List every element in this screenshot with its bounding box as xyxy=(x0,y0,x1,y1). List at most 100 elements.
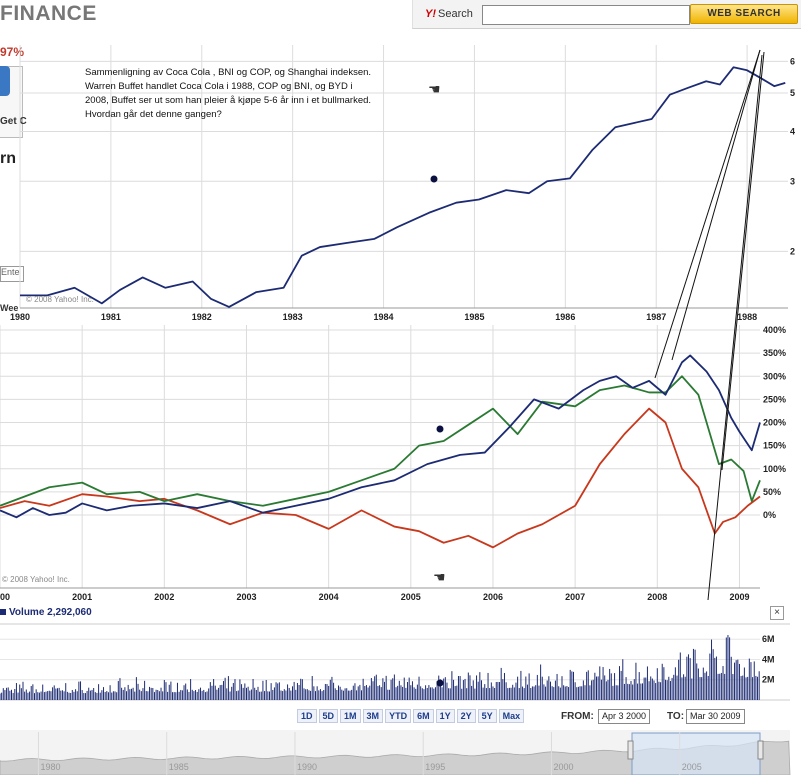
annotation-line xyxy=(671,49,761,361)
navigator-left-handle[interactable] xyxy=(627,740,634,760)
chart-2000-2009: 2000 2001 2002 2003 2004 2005 2006 2007 2008 2009… xyxy=(0,325,786,602)
volume-y-tick-label: 2M xyxy=(762,675,775,685)
chart1-x-tick-label: 1982 xyxy=(192,312,212,322)
zoom-1y-button[interactable]: 1Y xyxy=(435,709,455,723)
chart2-y-tick-label: 50% xyxy=(763,487,781,497)
chart2-y-tick-label: 350% xyxy=(763,348,786,358)
get-quote-button[interactable]: Get C xyxy=(0,116,27,127)
yahoo-y-icon: Y! xyxy=(425,8,436,20)
volume-title: Volume xyxy=(9,607,45,618)
web-search-button[interactable]: WEB SEARCH xyxy=(690,4,798,24)
zoom-ytd-button[interactable]: YTD xyxy=(385,709,412,723)
chart1-x-tick-label: 1987 xyxy=(646,312,666,322)
chart1-y-tick-label: 6 xyxy=(790,56,795,66)
chart2-series-green xyxy=(0,375,761,507)
chart1-y-tick-label: 2 xyxy=(790,246,795,256)
zoom-6m-button[interactable]: 6M xyxy=(413,709,434,723)
date-navigator[interactable]: 1980 1985 1990 1995 2000 2005 xyxy=(0,730,791,775)
chart2-x-tick-label: 2003 xyxy=(236,592,256,602)
marker-dot xyxy=(430,175,438,183)
chart2-copyright: © 2008 Yahoo! Inc. xyxy=(2,575,70,584)
chart2-y-tick-label: 200% xyxy=(763,418,786,428)
chart1-y-tick-label: 5 xyxy=(790,88,795,98)
annotation-comment: Sammenligning av Coca Cola , BNI og COP,… xyxy=(85,67,372,120)
change-percent: 97% xyxy=(0,45,25,59)
navigator-x-tick-label: 2005 xyxy=(682,762,702,772)
chart2-x-tick-label: 2005 xyxy=(401,592,421,602)
hand-cursor-icon: ☚ xyxy=(433,569,446,585)
chart1-y-tick-label: 4 xyxy=(790,127,795,137)
chart2-y-tick-label: 400% xyxy=(763,325,786,335)
chart2-x-tick-label: 2000 xyxy=(0,592,10,602)
chart1-x-tick-label: 1980 xyxy=(10,312,30,322)
chart1-x-tick-label: 1986 xyxy=(555,312,575,322)
enter-symbol-input[interactable]: Ente xyxy=(0,266,24,282)
volume-chart: 6M 4M 2M xyxy=(0,623,790,701)
chart2-x-tick-label: 2004 xyxy=(319,592,339,602)
chart1-copyright: © 2008 Yahoo! Inc. xyxy=(26,295,94,304)
yahoo-search-logo: Y! Search xyxy=(425,8,473,20)
side-tab[interactable] xyxy=(0,66,10,96)
annotation-line xyxy=(721,51,765,471)
zoom-1m-button[interactable]: 1M xyxy=(340,709,361,723)
from-date-input[interactable]: Apr 3 2000 xyxy=(598,709,651,724)
volume-gridlines xyxy=(0,638,760,681)
chart2-x-tick-label: 2001 xyxy=(72,592,92,602)
chart1-x-ticks: 1980 1981 1982 1983 1984 1985 1986 1987 1988 xyxy=(10,312,757,322)
search-input[interactable] xyxy=(482,5,690,25)
chart2-y-tick-label: 0% xyxy=(763,510,776,520)
zoom-max-button[interactable]: Max xyxy=(498,709,525,723)
hand-cursor-icon: ☚ xyxy=(428,81,441,97)
chart2-series xyxy=(0,354,761,549)
volume-label: Volume 2,292,060 xyxy=(0,607,92,618)
navigator-x-tick-label: 1980 xyxy=(40,762,60,772)
navigator-right-handle[interactable] xyxy=(757,740,764,760)
chart-1980-1988: 1980 1981 1982 1983 1984 1985 1986 1987 1988 6 5 4… xyxy=(10,45,795,322)
zoom-2y-button[interactable]: 2Y xyxy=(456,709,476,723)
chart1-gridlines xyxy=(19,45,788,308)
chart2-gridlines xyxy=(0,325,760,588)
to-date-input[interactable]: Mar 30 2009 xyxy=(686,709,745,724)
from-label: FROM: xyxy=(561,711,594,722)
chart1-series-line xyxy=(20,66,786,308)
volume-y-ticks: 6M 4M 2M xyxy=(762,634,775,685)
week-label: Wee xyxy=(0,303,19,313)
zoom-5y-button[interactable]: 5Y xyxy=(477,709,497,723)
chart2-series-red xyxy=(0,407,761,549)
close-volume-button[interactable]: × xyxy=(770,606,784,620)
annotation-line xyxy=(654,49,761,379)
marker-dot xyxy=(436,425,444,433)
chart2-x-tick-label: 2002 xyxy=(154,592,174,602)
volume-value: 2,292,060 xyxy=(47,607,92,618)
chart2-series-blue xyxy=(0,354,761,519)
finance-brand[interactable]: FINANCE xyxy=(0,2,97,25)
navigator-x-tick-label: 1995 xyxy=(425,762,445,772)
chart1-x-tick-label: 1981 xyxy=(101,312,121,322)
chart2-y-tick-label: 100% xyxy=(763,464,786,474)
zoom-3m-button[interactable]: 3M xyxy=(362,709,384,723)
chart1-series xyxy=(20,66,786,308)
chart1-x-tick-label: 1985 xyxy=(464,312,484,322)
annotation-line xyxy=(707,54,763,601)
chart1-y-tick-label: 3 xyxy=(790,176,795,186)
annotation-lines xyxy=(654,49,765,601)
marker-dot xyxy=(436,679,444,687)
chart1-x-tick-label: 1984 xyxy=(374,312,394,322)
to-label: TO: xyxy=(667,711,685,722)
chart2-y-ticks: 400% 350% 300% 250% 200% 150% 100% 50% 0% xyxy=(763,325,786,520)
chart2-y-tick-label: 150% xyxy=(763,441,786,451)
volume-swatch-icon xyxy=(0,609,6,615)
navigator-x-tick-label: 1985 xyxy=(169,762,189,772)
navigator-x-tick-label: 2000 xyxy=(553,762,573,772)
zoom-buttons: 1D 5D 1M 3M YTD 6M 1Y 2Y 5Y Max xyxy=(297,709,525,723)
zoom-1d-button[interactable]: 1D xyxy=(297,709,317,723)
chart2-x-ticks: 2000 2001 2002 2003 2004 2005 2006 2007 2008 2009 xyxy=(0,592,749,602)
zoom-5d-button[interactable]: 5D xyxy=(318,709,339,723)
navigator-x-ticks: 1980 1985 1990 1995 2000 2005 xyxy=(37,732,702,775)
chart1-x-tick-label: 1983 xyxy=(283,312,303,322)
chart2-y-tick-label: 300% xyxy=(763,371,786,381)
chart2-x-tick-label: 2008 xyxy=(647,592,667,602)
chart2-y-tick-label: 250% xyxy=(763,394,786,404)
volume-y-tick-label: 6M xyxy=(762,634,775,644)
